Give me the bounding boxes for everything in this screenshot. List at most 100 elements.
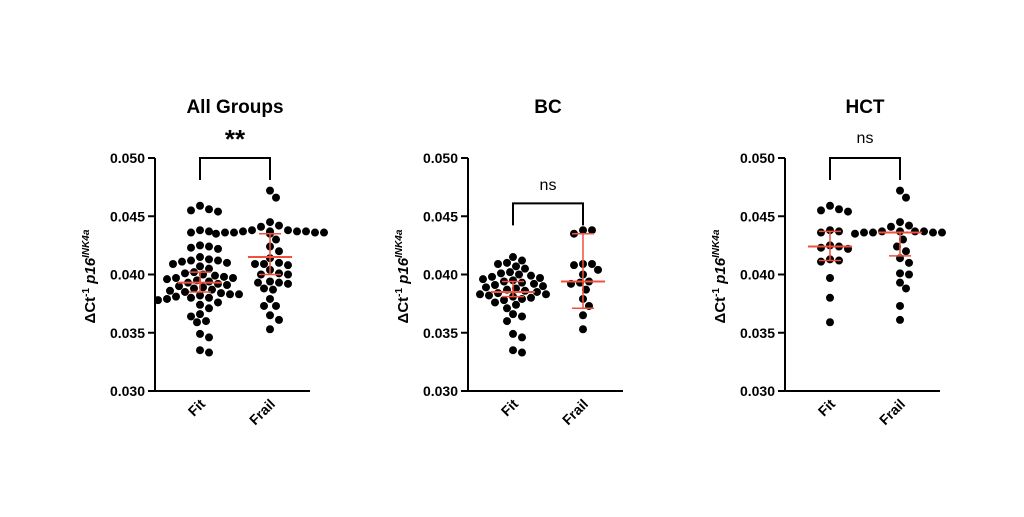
data-point-fit bbox=[169, 260, 177, 269]
data-point-fit bbox=[211, 271, 219, 280]
y-tick-label: 0.030 bbox=[423, 383, 458, 399]
data-point-fit bbox=[187, 243, 195, 252]
panel-all-groups: All Groups 0.030 0.035 0.040 0.045 0.050 ΔCt-1… bbox=[81, 97, 328, 428]
data-point-frail bbox=[230, 228, 238, 237]
significance-label: ** bbox=[225, 124, 246, 154]
data-point-fit bbox=[220, 272, 228, 281]
data-point-fit bbox=[187, 293, 195, 302]
panel-bc: BC 0.030 0.035 0.040 0.045 0.050 ΔCt-1 p16INK4… bbox=[394, 97, 623, 428]
y-tick-label: 0.035 bbox=[740, 325, 775, 341]
data-point-fit bbox=[503, 258, 511, 267]
data-point-frail bbox=[860, 228, 868, 237]
data-point-fit bbox=[491, 298, 499, 307]
data-point-fit bbox=[512, 284, 520, 293]
data-point-fit bbox=[518, 333, 526, 342]
data-point-fit bbox=[190, 284, 198, 293]
data-point-fit bbox=[175, 282, 183, 291]
data-point-fit bbox=[217, 289, 225, 298]
data-point-frail bbox=[266, 294, 274, 303]
data-point-frail bbox=[269, 285, 277, 294]
data-point-fit bbox=[181, 287, 189, 296]
data-point-fit bbox=[229, 273, 237, 282]
data-point-fit bbox=[503, 317, 511, 326]
data-point-frail bbox=[260, 301, 268, 310]
data-point-fit bbox=[223, 280, 231, 289]
data-point-fit bbox=[542, 290, 550, 299]
y-tick-label: 0.050 bbox=[740, 150, 775, 166]
data-point-frail bbox=[905, 258, 913, 267]
data-point-fit bbox=[518, 348, 526, 357]
significance-bracket bbox=[199, 157, 271, 180]
y-tick-label: 0.030 bbox=[740, 383, 775, 399]
y-axis-label: ΔCt-1 p16INK4a bbox=[711, 229, 729, 323]
y-tick-label: 0.045 bbox=[740, 208, 775, 224]
data-point-frail bbox=[896, 301, 904, 310]
data-point-fit bbox=[205, 333, 213, 342]
data-point-fit bbox=[527, 293, 535, 302]
data-point-frail bbox=[272, 235, 280, 244]
significance-bracket bbox=[829, 157, 901, 180]
y-tick-label: 0.045 bbox=[110, 208, 145, 224]
data-point-frail bbox=[899, 235, 907, 244]
data-point-fit bbox=[187, 256, 195, 265]
data-point-frail bbox=[284, 226, 292, 235]
data-point-fit bbox=[530, 279, 538, 288]
data-point-fit bbox=[817, 206, 825, 215]
data-point-fit bbox=[181, 269, 189, 278]
data-point-fit bbox=[515, 270, 523, 279]
data-point-fit bbox=[509, 310, 517, 319]
data-point-frail bbox=[266, 277, 274, 286]
data-point-frail bbox=[212, 229, 220, 238]
data-point-fit bbox=[494, 289, 502, 298]
data-point-fit bbox=[205, 293, 213, 302]
y-axis-label: ΔCt-1 p16INK4a bbox=[81, 229, 99, 323]
data-point-frail bbox=[938, 228, 946, 237]
data-point-frail bbox=[570, 261, 578, 270]
data-point-frail bbox=[266, 186, 274, 195]
data-point-fit bbox=[214, 207, 222, 216]
data-point-fit bbox=[178, 257, 186, 266]
data-point-fit bbox=[196, 226, 204, 235]
data-point-fit bbox=[491, 280, 499, 289]
data-point-frail bbox=[302, 227, 310, 236]
data-point-frail bbox=[851, 229, 859, 238]
data-point-fit bbox=[518, 312, 526, 321]
data-point-frail bbox=[594, 265, 602, 274]
data-point-fit bbox=[497, 269, 505, 278]
data-point-fit bbox=[205, 255, 213, 264]
y-tick-label: 0.040 bbox=[423, 267, 458, 283]
data-point-frail bbox=[902, 193, 910, 202]
data-point-fit bbox=[835, 205, 843, 214]
data-point-frail bbox=[902, 284, 910, 293]
data-point-fit bbox=[205, 227, 213, 236]
data-point-fit bbox=[196, 300, 204, 309]
data-point-fit bbox=[826, 318, 834, 327]
data-point-frail bbox=[869, 228, 877, 237]
data-point-frail bbox=[275, 315, 283, 324]
data-point-fit bbox=[817, 257, 825, 266]
data-point-fit bbox=[488, 272, 496, 281]
y-tick-label: 0.040 bbox=[740, 267, 775, 283]
data-point-fit bbox=[187, 312, 195, 321]
y-axis-label: ΔCt-1 p16INK4a bbox=[394, 229, 412, 323]
data-point-frail bbox=[275, 258, 283, 267]
data-point-frail bbox=[579, 311, 587, 320]
data-point-fit bbox=[196, 262, 204, 271]
data-point-frail bbox=[275, 221, 283, 230]
data-point-fit bbox=[202, 317, 210, 326]
data-point-fit bbox=[826, 226, 834, 235]
data-point-fit bbox=[214, 244, 222, 253]
data-point-frail bbox=[579, 226, 587, 235]
data-point-fit bbox=[476, 290, 484, 299]
data-point-frail bbox=[905, 270, 913, 279]
data-point-frail bbox=[284, 279, 292, 288]
data-point-fit bbox=[826, 201, 834, 210]
data-point-frail bbox=[275, 247, 283, 256]
data-point-fit bbox=[196, 201, 204, 210]
significance-label: ns bbox=[540, 177, 557, 194]
data-point-frail bbox=[911, 227, 919, 236]
data-point-fit bbox=[518, 256, 526, 265]
data-point-frail bbox=[893, 242, 901, 251]
data-point-fit bbox=[539, 282, 547, 291]
